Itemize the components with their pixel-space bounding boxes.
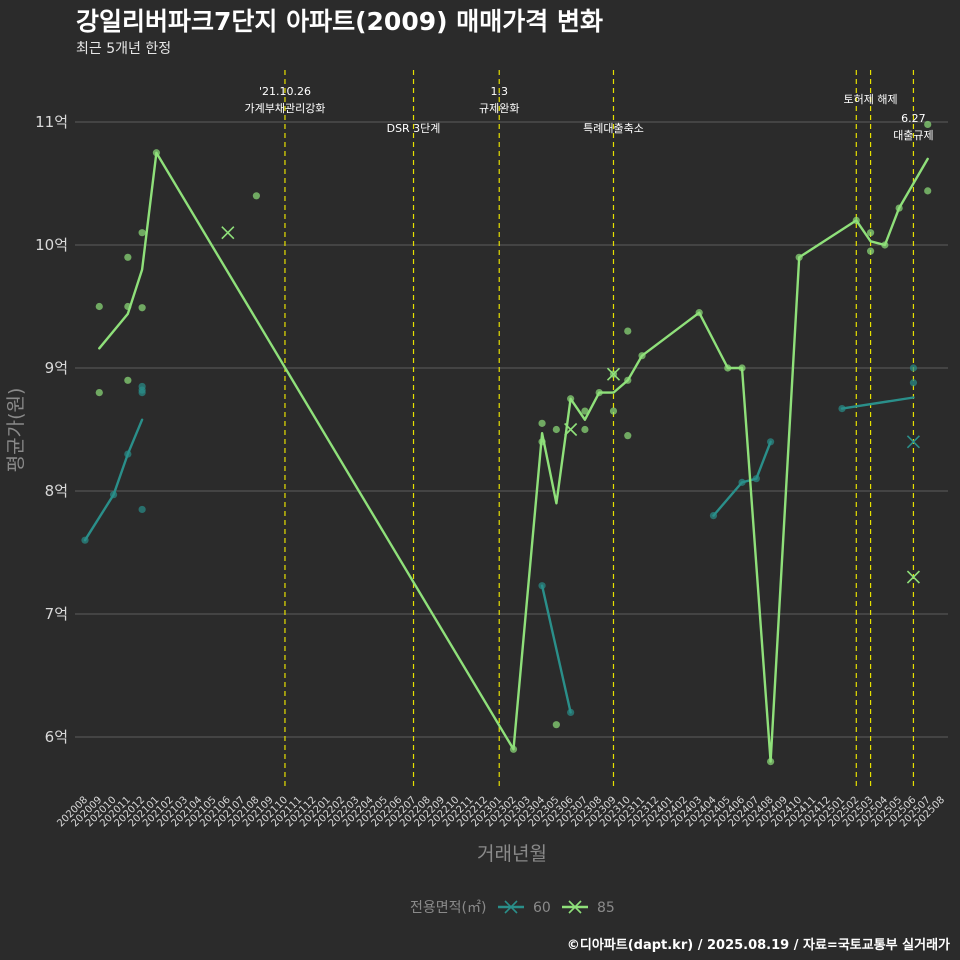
data-point-85 [152, 149, 161, 157]
annotation-text: 규제완화 [479, 102, 519, 115]
data-point-85 [924, 187, 932, 195]
legend-label: 60 [533, 900, 551, 916]
data-point-85 [866, 229, 875, 237]
data-point-85 [538, 438, 546, 446]
cross-point-85 [564, 422, 578, 437]
legend: 전용면적(㎡) 60 85 [410, 900, 615, 916]
annotation-text: 특례대출축소 [583, 122, 644, 135]
data-point-60 [909, 364, 918, 372]
data-point-85 [95, 389, 103, 397]
source-caption: ©디아파트(dapt.kr) / 2025.08.19 / 자료=국토교통부 실… [566, 938, 950, 953]
legend-swatch-cross [504, 900, 518, 914]
data-point-60 [909, 379, 918, 387]
data-point-60 [709, 511, 718, 520]
data-point-85 [609, 407, 618, 415]
data-point-85 [138, 229, 146, 237]
data-point-85 [866, 247, 875, 255]
legend-label: 85 [597, 900, 615, 916]
data-point-60 [124, 450, 132, 458]
x-axis-title: 거래년월 [477, 843, 547, 865]
data-point-85 [567, 395, 575, 403]
x-tick-labels: 2020082020092020102020112020122021012021… [55, 795, 947, 830]
data-point-85 [95, 302, 103, 311]
data-point-85 [581, 425, 589, 434]
data-point-60 [567, 708, 575, 717]
data-point-85 [552, 721, 560, 729]
data-point-60 [109, 491, 118, 499]
data-point-85 [638, 352, 646, 360]
data-point-85 [509, 745, 518, 753]
data-point-85 [538, 419, 546, 427]
chart-subtitle: 최근 5개년 한정 [76, 41, 172, 57]
data-point-85 [581, 407, 589, 415]
y-tick-label: 11억 [35, 113, 68, 131]
series-line-60 [540, 584, 572, 714]
data-point-60 [138, 389, 146, 397]
annotation-text: DSR 3단계 [387, 122, 441, 135]
data-point-85 [695, 309, 703, 317]
y-tick-label: 8억 [45, 482, 68, 500]
data-point-60 [138, 505, 146, 514]
data-point-60 [738, 478, 746, 486]
data-point-85 [795, 253, 803, 261]
annotation-text: 가계부채관리강화 [244, 102, 325, 115]
cross-point-85 [221, 226, 235, 240]
data-point-60 [81, 536, 89, 544]
data-point-60 [767, 438, 775, 446]
annotation-text: 6.27 [901, 112, 926, 125]
legend-items: 60 85 [498, 900, 615, 916]
annotation-text: '21.10.26 [259, 85, 311, 98]
y-tick-label: 10억 [35, 236, 68, 254]
data-point-85 [852, 216, 860, 224]
cross-point-85 [606, 367, 621, 381]
data-point-85 [595, 389, 603, 397]
data-point-85 [924, 120, 932, 129]
data-point-60 [538, 582, 546, 590]
series-line-60 [712, 440, 772, 517]
data-point-85 [624, 376, 632, 384]
data-point-85 [252, 192, 260, 200]
annotation-text: 대출규제 [893, 129, 933, 142]
data-point-85 [724, 364, 732, 372]
legend-title: 전용면적(㎡) [410, 900, 486, 916]
series-line-60 [83, 418, 144, 542]
data-point-85 [552, 425, 560, 434]
data-point-85 [138, 304, 146, 312]
data-point-85 [624, 432, 632, 440]
series-line-85 [98, 151, 929, 763]
grid-layer [75, 121, 948, 738]
data-point-85 [895, 204, 903, 212]
data-point-85 [124, 302, 132, 311]
data-point-85 [767, 758, 775, 766]
y-axis-title: 평균가(원) [5, 388, 27, 473]
event-lines [284, 70, 915, 787]
data-point-85 [124, 253, 132, 261]
y-tick-label: 7억 [45, 605, 68, 623]
legend-item-85: 85 [562, 900, 615, 916]
chart-title: 강일리버파크7단지 아파트(2009) 매매가격 변화 [76, 7, 603, 36]
annotation-text: 1.3 [490, 85, 508, 98]
data-point-60 [752, 475, 760, 483]
series-layer [81, 120, 932, 766]
legend-item-60: 60 [498, 900, 551, 916]
y-tick-labels: 6억 7억 8억 9억 10억 11억 [35, 113, 68, 746]
cross-point-60 [906, 435, 920, 449]
series-line-60 [840, 396, 915, 410]
legend-swatch-cross [568, 900, 582, 914]
y-tick-label: 9억 [45, 359, 68, 377]
cross-point-85 [906, 570, 920, 584]
data-point-85 [738, 364, 746, 372]
data-point-85 [124, 376, 132, 384]
y-tick-label: 6억 [45, 728, 68, 746]
data-point-85 [881, 241, 889, 249]
data-point-85 [624, 327, 632, 335]
annotation-text: 토허제 해제 [844, 92, 898, 106]
data-point-60 [838, 404, 846, 413]
